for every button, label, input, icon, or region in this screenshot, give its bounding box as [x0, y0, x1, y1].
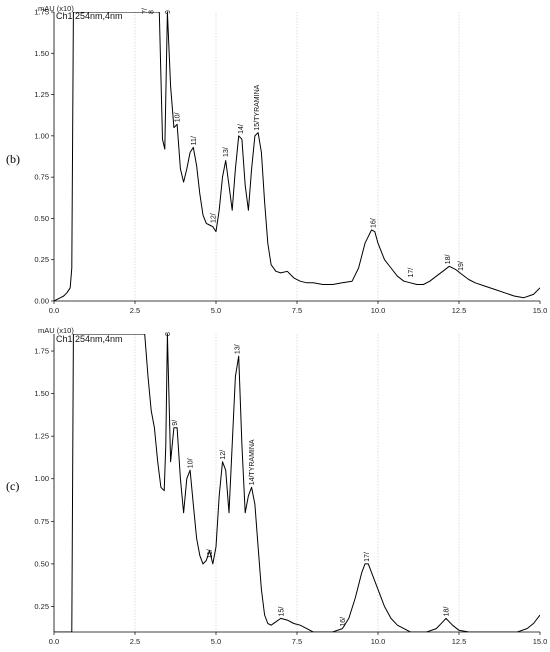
x-tick-label: 12.5	[452, 637, 467, 646]
y-tick-label: 1.25	[34, 90, 49, 99]
x-tick-label: 5.0	[211, 306, 221, 315]
y-tick-label: 0.25	[34, 255, 49, 264]
y-tick-label: 0.75	[34, 517, 49, 526]
y-tick-label: 0.25	[34, 602, 49, 611]
chromatogram-trace	[54, 334, 540, 632]
peak-label: 13/	[223, 147, 230, 157]
channel-label: Ch1 254nm,4nm	[56, 11, 123, 21]
peak-label: 7/	[142, 8, 149, 14]
x-tick-label: 10.0	[371, 306, 386, 315]
x-tick-label: 7.5	[292, 306, 302, 315]
y-unit-label: mAU (x10)	[38, 4, 74, 13]
peak-label: 12/	[210, 213, 217, 223]
y-tick-label: 1.25	[34, 432, 49, 441]
peak-label: 10/	[188, 458, 195, 468]
peak-label: 14/TYRAMINA	[249, 439, 256, 485]
y-tick-label: 1.00	[34, 131, 49, 140]
peak-label: 18/	[445, 255, 452, 265]
peak-label: 12/	[220, 450, 227, 460]
chromatogram-panel-b: (b) mAU (x10) Ch1 254nm,4nm 0.0 2.5 5.0 7.5…	[6, 4, 547, 315]
peak-label: 9/	[172, 420, 179, 426]
x-tick-label: 10.0	[371, 637, 386, 646]
peak-label: 17/	[408, 268, 415, 278]
channel-label: Ch1 254nm,4nm	[56, 334, 123, 344]
x-tick-label: 2.5	[130, 637, 140, 646]
peak-label: 10/	[175, 113, 182, 123]
y-tick-label: 0.75	[34, 173, 49, 182]
panel-label: (c)	[6, 479, 19, 493]
chromatogram-trace	[54, 12, 540, 301]
y-tick-label: 1.75	[34, 8, 49, 17]
x-tick-label: 5.0	[211, 637, 221, 646]
peak-label: 16/	[371, 218, 378, 228]
peak-label: 16/	[340, 617, 347, 627]
peak-label: 14/	[238, 124, 245, 134]
peak-label: 17/	[364, 552, 371, 562]
y-tick-label: 1.00	[34, 474, 49, 483]
peak-label: 19/	[458, 261, 465, 271]
x-tick-label: 0.0	[49, 637, 59, 646]
y-tick-label: 1.50	[34, 389, 49, 398]
peak-label: 15/TYRAMINA	[254, 84, 261, 130]
panel-label: (b)	[6, 152, 20, 166]
x-tick-label: 7.5	[292, 637, 302, 646]
y-tick-label: 1.50	[34, 49, 49, 58]
peak-label: 11/	[191, 136, 198, 145]
peak-label: 15/	[278, 607, 285, 617]
peak-label: 9	[165, 10, 172, 14]
chromatogram-panel-c: (c) mAU (x10) Ch1 254nm,4nm 0.0 2.5 5.0 7.5…	[6, 326, 547, 646]
x-tick-label: 15.0	[533, 637, 548, 646]
peak-label: 8	[149, 10, 156, 14]
peak-label: 18/	[444, 607, 451, 617]
y-tick-label: 1.75	[34, 347, 49, 356]
x-tick-label: 2.5	[130, 306, 140, 315]
x-tick-label: 12.5	[452, 306, 467, 315]
x-tick-label: 0.0	[49, 306, 59, 315]
x-tick-label: 15.0	[533, 306, 548, 315]
y-tick-label: 0.50	[34, 214, 49, 223]
peak-label: 13/	[235, 344, 242, 354]
y-unit-label: mAU (x10)	[38, 326, 74, 335]
y-tick-label: 0.00	[34, 297, 49, 306]
y-tick-label: 0.50	[34, 559, 49, 568]
peak-label: 11/	[207, 549, 214, 558]
peak-label: 8	[165, 332, 172, 336]
